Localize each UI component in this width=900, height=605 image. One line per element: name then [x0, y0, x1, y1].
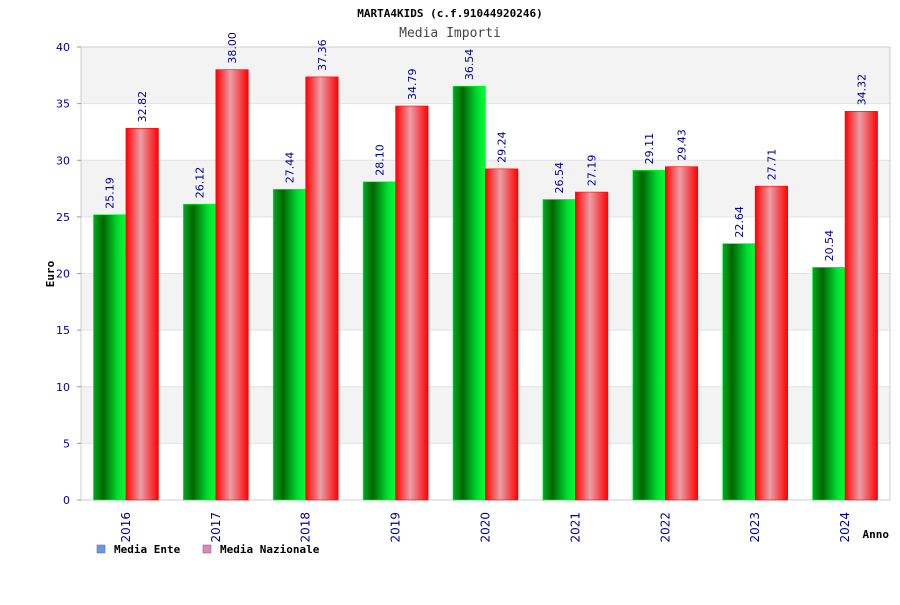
x-axis-label: Anno	[863, 528, 890, 541]
data-label-media-ente-2016: 25.19	[104, 177, 117, 209]
x-tick-label-2019: 2019	[389, 512, 403, 543]
bar-media-ente-2018	[272, 188, 307, 501]
x-tick-label-2016: 2016	[119, 512, 133, 543]
data-label-media-nazionale-2024: 34.32	[855, 74, 868, 106]
legend-label-media-nazionale: Media Nazionale	[220, 543, 320, 556]
x-tick-label-2017: 2017	[209, 512, 223, 543]
x-axis-ticks: 2016 2017 2018 2019 2020 2021 2022 2023 2024	[119, 512, 852, 543]
bar-media-nazionale-2021	[575, 191, 609, 501]
y-tick-label: 20	[56, 268, 70, 281]
data-label-media-nazionale-2017: 38.00	[226, 32, 239, 63]
data-label-media-ente-2020: 36.54	[463, 49, 476, 81]
y-axis-label: Euro	[44, 260, 57, 287]
bar-media-ente-2022	[632, 170, 666, 501]
x-tick-label-2018: 2018	[299, 512, 313, 543]
data-labels: 25.19 32.82 26.12 38.00 27.44 37.36 28.10 34.79…	[104, 32, 869, 261]
data-label-media-nazionale-2016: 32.82	[136, 91, 149, 123]
data-label-media-nazionale-2018: 37.36	[316, 39, 329, 71]
chart-subtitle: Media Importi	[399, 26, 501, 41]
chart-title: MARTA4KIDS (c.f.91044920246)	[357, 7, 542, 20]
y-tick-label: 35	[56, 98, 70, 111]
x-tick-label-2021: 2021	[568, 512, 582, 543]
data-label-media-nazionale-2020: 29.24	[496, 131, 509, 163]
y-tick-label: 15	[56, 324, 70, 337]
data-label-media-ente-2024: 20.54	[823, 230, 836, 262]
data-label-media-ente-2022: 29.11	[643, 133, 656, 165]
bar-media-nazionale-2018	[305, 76, 339, 501]
bar-media-nazionale-2023	[754, 185, 788, 501]
legend-swatch-media-ente	[96, 544, 106, 554]
y-tick-label: 0	[63, 494, 70, 507]
bar-media-nazionale-2019	[395, 105, 429, 501]
legend: Media Ente Media Nazionale	[96, 543, 320, 556]
y-axis-ticks: 0 5 10 15 20 25 30 35 40	[56, 41, 81, 507]
x-tick-label-2024: 2024	[838, 512, 852, 543]
x-tick-label-2020: 2020	[479, 512, 493, 543]
y-tick-label: 30	[56, 154, 70, 167]
y-tick-label: 5	[63, 437, 70, 450]
bar-media-ente-2024	[812, 267, 846, 501]
data-label-media-ente-2018: 27.44	[283, 152, 296, 184]
data-label-media-nazionale-2022: 29.43	[676, 129, 689, 161]
data-label-media-ente-2017: 26.12	[194, 167, 207, 199]
data-label-media-nazionale-2023: 27.71	[765, 149, 778, 181]
data-label-media-ente-2021: 26.54	[553, 162, 566, 194]
bar-media-ente-2017	[183, 203, 217, 501]
bar-media-nazionale-2022	[664, 166, 699, 501]
bar-media-ente-2016	[93, 214, 127, 501]
bar-media-nazionale-2016	[125, 128, 159, 501]
bar-media-ente-2023	[722, 243, 756, 501]
y-tick-label: 40	[56, 41, 70, 54]
bar-media-nazionale-2017	[215, 69, 249, 501]
legend-swatch-media-nazionale	[202, 544, 212, 554]
bar-media-ente-2019	[362, 181, 396, 501]
bar-media-ente-2020	[452, 85, 486, 501]
bar-media-nazionale-2020	[485, 168, 519, 501]
x-tick-label-2023: 2023	[748, 512, 762, 543]
bars	[93, 69, 878, 501]
legend-label-media-ente: Media Ente	[114, 543, 181, 556]
y-tick-label: 10	[56, 381, 70, 394]
bar-media-ente-2021	[542, 199, 576, 501]
data-label-media-ente-2023: 22.64	[733, 206, 746, 238]
data-label-media-nazionale-2021: 27.19	[586, 155, 599, 187]
data-label-media-ente-2019: 28.10	[373, 144, 386, 176]
data-label-media-nazionale-2019: 34.79	[406, 69, 419, 101]
y-tick-label: 25	[56, 211, 70, 224]
x-tick-label-2022: 2022	[658, 512, 672, 543]
bar-media-nazionale-2024	[844, 111, 878, 501]
